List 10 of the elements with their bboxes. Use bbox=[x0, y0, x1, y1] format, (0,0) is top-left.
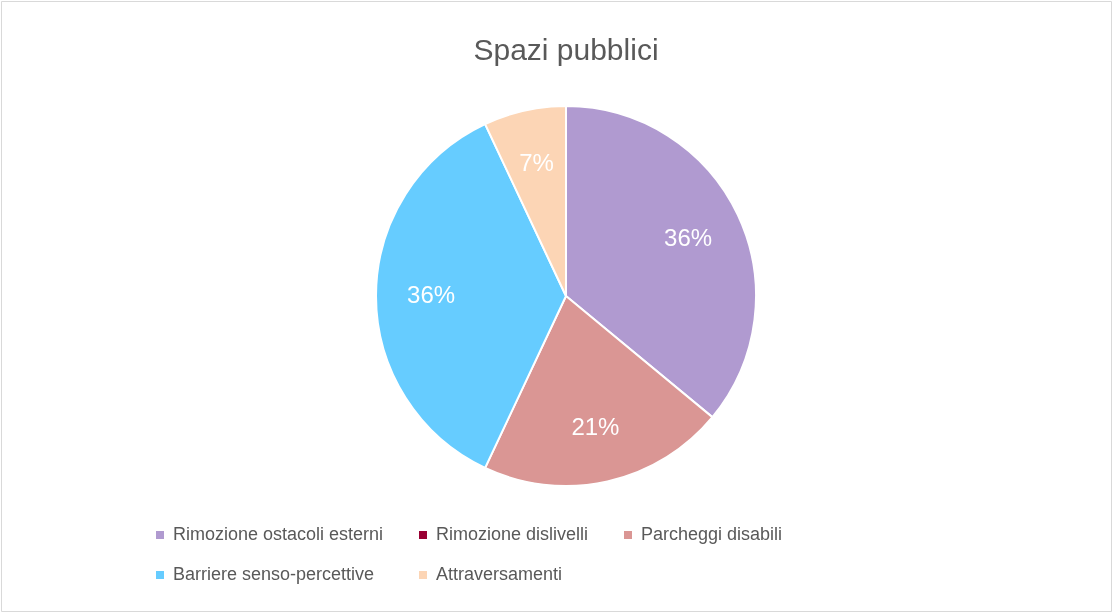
legend-label: Parcheggi disabili bbox=[641, 524, 783, 544]
legend-label: Barriere senso-percettive bbox=[173, 564, 375, 584]
data-label: 36% bbox=[664, 223, 713, 251]
chart-title: Spazi pubblici bbox=[473, 33, 659, 66]
data-label: 21% bbox=[571, 412, 620, 440]
legend-label: Attraversamenti bbox=[436, 564, 563, 584]
data-label: 7% bbox=[519, 149, 554, 177]
legend-label: Rimozione ostacoli esterni bbox=[173, 524, 384, 544]
data-label: 36% bbox=[407, 281, 456, 308]
legend-label: Rimozione dislivelli bbox=[436, 524, 589, 544]
